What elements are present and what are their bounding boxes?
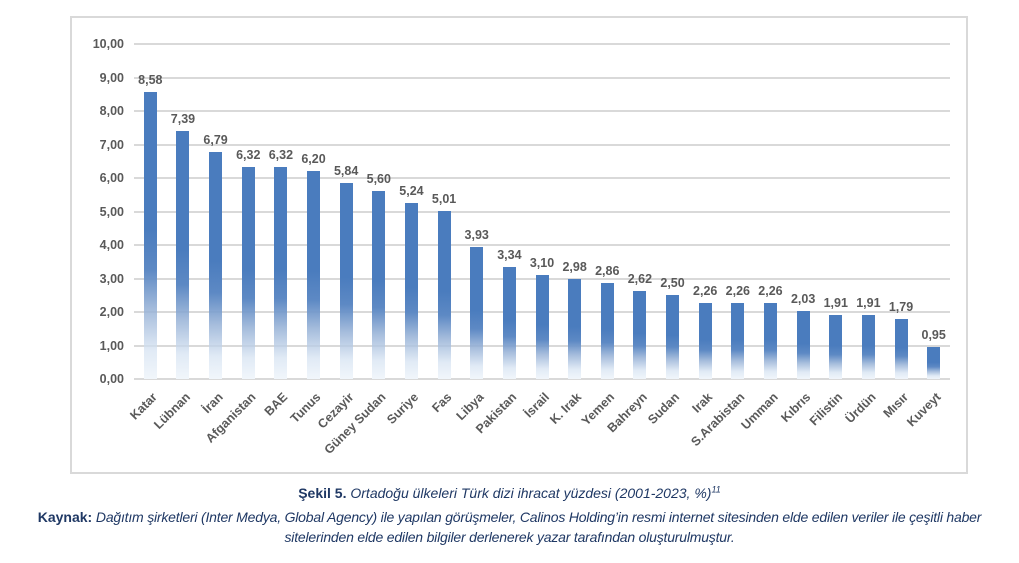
gridline <box>134 177 950 179</box>
x-axis-category-label: Lübnan <box>151 390 193 432</box>
bar <box>927 347 941 379</box>
bar-value-label: 5,01 <box>431 192 457 207</box>
bar <box>600 283 614 379</box>
bar-value-label: 3,34 <box>497 248 522 263</box>
gridline <box>134 110 950 112</box>
bar-value-label: 3,93 <box>464 228 489 243</box>
bar <box>307 171 321 379</box>
x-axis-category-label: Filistin <box>807 390 846 429</box>
bar-value-label: 2,26 <box>693 284 718 299</box>
bar <box>698 303 712 379</box>
bar <box>437 211 451 379</box>
bar <box>209 151 223 379</box>
bar-value-label: 6,32 <box>268 148 294 163</box>
bar-value-label: 7,39 <box>170 112 196 127</box>
caption-prefix: Şekil 5. <box>298 485 347 501</box>
bar-value-label: 6,20 <box>301 152 326 167</box>
caption-superscript: 11 <box>711 484 721 495</box>
bar <box>861 315 875 379</box>
y-axis-tick-label: 5,00 <box>99 204 124 219</box>
bar-value-label: 1,91 <box>856 296 881 310</box>
bar <box>731 303 745 379</box>
x-axis-category-label: İran <box>199 390 226 417</box>
bar <box>894 319 908 379</box>
bar <box>339 183 353 379</box>
bar <box>404 203 418 379</box>
gridline <box>134 43 950 45</box>
bar-value-label: 8,58 <box>138 72 163 87</box>
x-axis-category-label: Sudan <box>645 390 683 427</box>
y-axis-tick-label: 8,00 <box>99 104 124 118</box>
x-axis-category-label: Suriye <box>384 390 422 427</box>
bar <box>274 167 288 379</box>
bar-value-label: 2,03 <box>790 291 816 306</box>
x-axis-category-label: Irak <box>689 390 716 416</box>
source-prefix: Kaynak: <box>37 509 93 525</box>
gridline <box>134 244 950 246</box>
gridline <box>134 210 950 213</box>
bar <box>176 131 190 379</box>
bar-value-label: 1,91 <box>823 296 848 310</box>
bar <box>241 167 255 379</box>
y-axis-tick-label: 9,00 <box>99 70 124 85</box>
bar <box>143 91 157 379</box>
bar-value-label: 5,24 <box>399 184 424 199</box>
gridline <box>134 143 950 146</box>
bar-value-label: 5,60 <box>366 172 391 187</box>
bar-value-label: 2,26 <box>725 284 750 299</box>
y-axis-tick-label: 10,00 <box>92 37 124 51</box>
x-axis-category-label: BAE <box>262 390 291 419</box>
bar <box>502 267 516 379</box>
gridline <box>134 76 950 79</box>
bar-chart: 0,00 1,00 2,00 3,00 4,00 5,00 6,00 7,00 8,00 9,00… <box>70 16 968 474</box>
bar-value-label: 2,86 <box>595 264 620 279</box>
bar <box>666 295 680 379</box>
caption-text: Ortadoğu ülkeleri Türk dizi ihracat yüzd… <box>346 485 712 501</box>
bar-value-label: 0,95 <box>921 328 946 343</box>
y-axis-tick-label: 7,00 <box>99 137 124 152</box>
bar <box>633 291 647 379</box>
x-axis-category-label: Fas <box>428 390 454 416</box>
bar-value-label: 5,84 <box>333 164 359 179</box>
bar-value-label: 2,26 <box>758 284 783 299</box>
y-axis-tick-label: 1,00 <box>99 338 124 353</box>
y-axis-tick-label: 2,00 <box>99 305 124 319</box>
y-axis-tick-label: 6,00 <box>99 171 124 185</box>
bar-value-label: 2,50 <box>660 276 685 291</box>
bar-value-label: 6,32 <box>236 148 261 163</box>
bar <box>535 275 549 379</box>
bar <box>829 315 843 379</box>
bar-value-label: 2,98 <box>562 260 587 275</box>
gridline <box>134 378 950 380</box>
bar-value-label: 6,79 <box>203 132 228 147</box>
bar <box>470 247 484 379</box>
figure-caption: Şekil 5. Ortadoğu ülkeleri Türk dizi ihr… <box>0 484 1019 503</box>
y-axis-tick-label: 0,00 <box>99 372 124 386</box>
bar <box>568 279 582 379</box>
x-axis-category-label: Ürdün <box>842 390 879 426</box>
bar-value-label: 3,10 <box>529 256 555 271</box>
bar <box>796 310 810 379</box>
bar-value-label: 1,79 <box>888 300 914 315</box>
y-axis-tick-label: 3,00 <box>99 271 124 286</box>
x-axis-category-label: K. Irak <box>547 390 585 427</box>
source-text: Dağıtım şirketleri (Inter Medya, Global … <box>92 509 982 545</box>
y-axis-tick-label: 4,00 <box>99 238 124 252</box>
x-axis-category-label: Kuveyt <box>904 390 944 430</box>
bar <box>763 303 777 379</box>
bar <box>372 191 386 379</box>
source-note: Kaynak: Dağıtım şirketleri (Inter Medya,… <box>8 507 1012 547</box>
bar-value-label: 2,62 <box>627 272 653 287</box>
